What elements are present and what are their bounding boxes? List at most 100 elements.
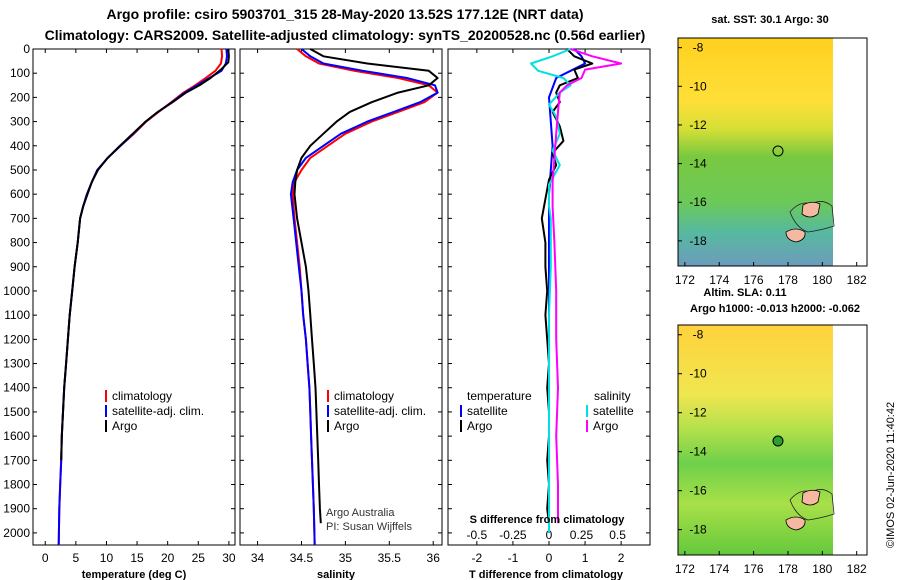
depth-tick-label: 1200: [3, 332, 30, 346]
difference-ticks: -2 -1 0 1 2 -0.5 -0.25 0 0.25 0.5: [448, 48, 650, 565]
depth-tick-label: 400: [10, 139, 30, 153]
x-tick-label: 34.5: [290, 551, 314, 565]
sst-field: [678, 38, 833, 266]
sst-map-title: sat. SST: 30.1 Argo: 30: [711, 14, 829, 26]
lat-tick-label: -12: [689, 118, 707, 132]
lat-tick-label: -8: [693, 328, 704, 342]
series-line-s-argo: [551, 48, 623, 524]
depth-tick-label: 800: [10, 236, 30, 250]
lon-tick-label: 182: [847, 562, 867, 576]
lon-tick-label: 182: [847, 273, 867, 287]
sla-map-frame: [677, 324, 868, 556]
series-line-t-satellite: [548, 48, 587, 533]
legend-s-satellite: satellite: [593, 404, 634, 418]
depth-tick-label: 1300: [3, 357, 30, 371]
temperature-lines: [57, 48, 230, 546]
x-tick-label: 0: [546, 551, 553, 565]
figure-title-line2: Climatology: CARS2009. Satellite-adjuste…: [45, 27, 646, 43]
legend-climatology: climatology: [112, 389, 172, 403]
s-difference-tick-label: -0.5: [467, 528, 488, 542]
legend-satellite: satellite-adj. clim.: [334, 404, 426, 418]
lat-tick-label: -16: [689, 195, 707, 209]
s-difference-tick-label: 0.25: [570, 528, 594, 542]
credit-argo-australia: Argo Australia: [326, 507, 395, 519]
x-tick-label: 34: [251, 551, 265, 565]
lon-tick-label: 172: [675, 562, 695, 576]
island-viti-levu: [785, 228, 806, 243]
salinity-lines: [289, 48, 439, 546]
depth-tick-label: 600: [10, 187, 30, 201]
x-tick-label: 35.5: [378, 551, 402, 565]
depth-tick-label: 1700: [3, 453, 30, 467]
s-difference-tick-label: -0.25: [499, 528, 527, 542]
legend-t-argo: Argo: [467, 419, 493, 433]
legend-temperature-title: temperature: [467, 389, 532, 403]
depth-tick-label: 700: [10, 211, 30, 225]
timestamp: ©IMOS 02-Jun-2020 11:40:42: [885, 402, 897, 548]
lat-tick-label: -14: [689, 445, 707, 459]
depth-tick-label: 1100: [4, 308, 30, 322]
depth-tick-label: 300: [10, 115, 30, 129]
lon-tick-label: 172: [675, 273, 695, 287]
sla-map-title-line1: Altim. SLA: 0.11: [703, 287, 786, 299]
depth-tick-label: 100: [10, 66, 30, 80]
sla-map: Altim. SLA: 0.11 Argo h1000: -0.013 h200…: [675, 287, 868, 576]
difference-legend: temperature satellite Argo salinity sate…: [460, 389, 634, 433]
t-difference-xlabel: T difference from climatology: [469, 569, 624, 580]
argo-station-marker: [772, 145, 784, 157]
difference-panel: -2 -1 0 1 2 -0.5 -0.25 0 0.25 0.5 T difference fr…: [447, 48, 651, 580]
sla-nodata: [833, 325, 867, 555]
credit-pi: PI: Susan Wijffels: [326, 521, 412, 533]
sst-map-ticks: -8 -10 -12 -14 -16 -18 172 174 176 178 180 182: [675, 41, 867, 287]
lon-tick-label: 178: [778, 273, 798, 287]
x-tick-label: 36: [427, 551, 441, 565]
depth-tick-label: 900: [10, 260, 30, 274]
lon-tick-label: 174: [709, 273, 729, 287]
depth-tick-label: 1400: [3, 381, 30, 395]
salinity-ticks: 34 34.5 35 35.5 36: [240, 48, 442, 565]
sla-map-ticks: -8 -10 -12 -14 -16 -18 172 174 176 178 180 182: [675, 328, 867, 576]
depth-tick-label: 1000: [3, 284, 30, 298]
legend-s-argo: Argo: [593, 419, 619, 433]
x-tick-label: 20: [161, 551, 175, 565]
sla-field: [678, 325, 833, 555]
legend-argo: Argo: [112, 419, 138, 433]
lon-tick-label: 178: [778, 562, 798, 576]
argo-station-marker: [772, 435, 784, 447]
island-vanua-levu: [801, 489, 821, 506]
series-line-argo: [293, 48, 439, 524]
lon-tick-label: 180: [812, 562, 832, 576]
x-tick-label: 35: [339, 551, 353, 565]
salinity-legend: climatology satellite-adj. clim. Argo: [327, 389, 426, 433]
temperature-panel-frame: [32, 48, 236, 546]
series-line-argo: [60, 48, 230, 461]
s-difference-tick-label: 0.5: [609, 528, 626, 542]
s-difference-tick-label: 0: [546, 528, 553, 542]
depth-tick-label: 1500: [3, 405, 30, 419]
temperature-ticks: 0 5 10 15 20 25 30: [33, 48, 236, 565]
x-tick-label: 25: [192, 551, 206, 565]
x-tick-label: 0: [42, 551, 49, 565]
legend-t-satellite: satellite: [467, 404, 508, 418]
x-tick-label: 2: [618, 551, 625, 565]
temperature-legend: climatology satellite-adj. clim. Argo: [105, 389, 204, 433]
lon-tick-label: 174: [709, 562, 729, 576]
difference-lines: [530, 48, 623, 533]
depth-tick-label: 200: [10, 90, 30, 104]
figure-title-line1: Argo profile: csiro 5903701_315 28-May-2…: [106, 6, 583, 22]
depth-tick-label: 1800: [3, 478, 30, 492]
depth-tick-label: 0: [23, 42, 30, 56]
series-line-climatology: [57, 48, 224, 546]
sst-nodata: [833, 38, 867, 266]
lat-tick-label: -18: [689, 234, 707, 248]
lat-tick-label: -10: [689, 79, 707, 93]
island-viti-levu: [785, 516, 806, 531]
x-tick-label: 10: [100, 551, 114, 565]
legend-salinity-title: salinity: [594, 389, 631, 403]
x-tick-label: -2: [472, 551, 483, 565]
sla-bathymetry-contour: [789, 489, 835, 521]
x-tick-label: 30: [222, 551, 236, 565]
lat-tick-label: -18: [689, 523, 707, 537]
temperature-xlabel: temperature (deg C): [82, 569, 187, 580]
